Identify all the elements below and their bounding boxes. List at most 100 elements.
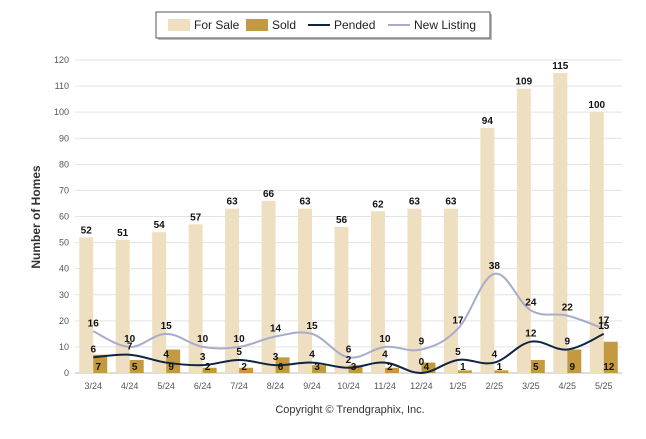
bar-sold — [312, 365, 327, 373]
data-label-new-listing: 10 — [197, 334, 209, 345]
bar-sold — [567, 349, 582, 373]
line-pended — [93, 332, 605, 375]
y-tick-label: 20 — [59, 316, 69, 326]
bar-for-sale — [298, 208, 313, 373]
bar-sold — [239, 367, 254, 373]
bar-for-sale — [261, 200, 276, 373]
x-tick-label: 5/25 — [595, 381, 613, 391]
y-tick-label: 100 — [54, 107, 69, 117]
data-label-for-sale: 54 — [154, 220, 166, 231]
data-label-pended: 0 — [419, 357, 425, 368]
bar-sold — [166, 349, 181, 373]
y-tick-label: 70 — [59, 185, 69, 195]
y-tick-label: 10 — [59, 342, 69, 352]
bar-sold — [202, 367, 217, 373]
data-label-pended: 5 — [236, 347, 242, 358]
bar-for-sale — [188, 224, 203, 373]
bar-sold — [129, 359, 144, 373]
y-tick-label: 50 — [59, 238, 69, 248]
x-tick-label: 3/24 — [84, 381, 102, 391]
line-layer — [92, 272, 605, 375]
data-label-for-sale: 109 — [515, 77, 532, 88]
legend-label: New Listing — [414, 18, 476, 32]
bar-for-sale — [334, 226, 349, 373]
data-label-sold: 4 — [424, 362, 430, 373]
data-label-for-sale: 52 — [81, 225, 93, 236]
data-label-new-listing: 15 — [306, 321, 318, 332]
data-label-new-listing: 17 — [598, 316, 610, 327]
legend-label: Pended — [334, 18, 375, 32]
data-label-pended: 4 — [309, 350, 315, 361]
y-tick-label: 40 — [59, 264, 69, 274]
bar-for-sale — [480, 127, 495, 373]
bar-sold — [384, 367, 399, 373]
x-tick-label: 7/24 — [230, 381, 248, 391]
data-label-sold: 7 — [95, 362, 101, 373]
data-label-new-listing: 38 — [489, 261, 501, 272]
x-tick-label: 3/25 — [522, 381, 540, 391]
data-label-sold: 1 — [460, 362, 466, 373]
data-label-pended: 7 — [127, 342, 133, 353]
data-label-pended: 5 — [455, 347, 461, 358]
data-label-for-sale: 51 — [117, 228, 129, 239]
y-tick-label: 60 — [59, 212, 69, 222]
legend: For Sale Sold Pended New Listing — [155, 11, 492, 40]
bar-for-sale — [152, 232, 167, 373]
data-label-sold: 5 — [132, 362, 138, 373]
data-label-pended: 4 — [382, 350, 388, 361]
data-label-pended: 3 — [200, 352, 206, 363]
data-label-pended: 9 — [565, 337, 571, 348]
data-label-for-sale: 62 — [372, 199, 384, 210]
legend-label: For Sale — [194, 18, 240, 32]
bar-sold — [494, 370, 509, 373]
bar-sold — [93, 354, 108, 373]
bar-for-sale — [115, 239, 130, 373]
data-label-pended: 3 — [273, 352, 279, 363]
x-tick-label: 8/24 — [267, 381, 285, 391]
data-label-for-sale: 63 — [445, 197, 457, 208]
data-label-sold: 3 — [351, 362, 357, 373]
data-label-sold: 12 — [603, 362, 615, 373]
copyright-footer: Copyright © Trendgraphix, Inc. — [275, 404, 424, 416]
data-label-for-sale: 56 — [336, 215, 348, 226]
x-tick-label: 5/24 — [157, 381, 175, 391]
legend-swatch — [246, 19, 268, 31]
data-label-sold: 9 — [570, 362, 576, 373]
data-label-pended: 4 — [163, 350, 169, 361]
data-label-for-sale: 115 — [552, 61, 569, 72]
data-label-new-listing: 15 — [161, 321, 173, 332]
y-axis-title: Number of Homes — [29, 165, 43, 269]
data-label-new-listing: 9 — [419, 337, 425, 348]
bar-sold — [603, 341, 618, 373]
bar-sold — [530, 359, 545, 373]
x-tick-label: 6/24 — [194, 381, 212, 391]
data-label-sold: 1 — [497, 362, 503, 373]
y-tick-label: 120 — [54, 55, 69, 65]
x-tick-label: 1/25 — [449, 381, 467, 391]
data-label-pended: 6 — [90, 344, 96, 355]
y-axis-ticks: 0 10 20 30 40 50 60 70 80 90 100 110 120 — [54, 55, 69, 378]
data-label-sold: 3 — [314, 362, 320, 373]
data-label-sold: 6 — [278, 362, 284, 373]
data-label-new-listing: 10 — [379, 334, 391, 345]
data-label-for-sale: 57 — [190, 212, 202, 223]
x-tick-label: 4/24 — [121, 381, 139, 391]
y-tick-label: 110 — [55, 81, 69, 91]
data-label-for-sale: 100 — [588, 100, 605, 111]
bar-layer — [79, 73, 618, 374]
bar-for-sale — [553, 73, 568, 374]
bar-sold — [421, 362, 436, 373]
data-label-sold: 5 — [533, 362, 539, 373]
data-label-for-sale: 63 — [409, 197, 421, 208]
data-label-new-listing: 6 — [346, 344, 352, 355]
x-tick-label: 12/24 — [410, 381, 433, 391]
data-label-new-listing: 10 — [124, 334, 136, 345]
x-tick-label: 2/25 — [486, 381, 504, 391]
x-axis-ticks: 3/24 4/24 5/24 6/24 7/24 8/24 9/24 10/24 11/24 12… — [84, 381, 612, 391]
legend-swatch — [168, 19, 190, 31]
data-label-for-sale: 63 — [227, 197, 239, 208]
data-label-new-listing: 22 — [562, 303, 574, 314]
data-label-pended: 15 — [598, 321, 610, 332]
